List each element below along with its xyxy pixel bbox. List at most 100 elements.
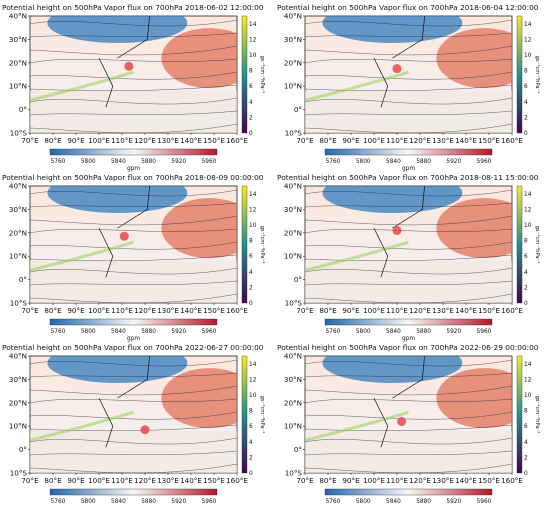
panel-title: Potential height on 500hPa Vapor flux on… [277,173,539,182]
flux-colorbar [516,15,523,134]
streamline [30,84,237,92]
lon-tick-label: 140°E [180,476,202,485]
lat-tick-label: 40°N [284,352,302,361]
streamlines [30,359,237,473]
lon-tick-label: 130°E [432,476,454,485]
flux-colorbar-tick: 12 [524,377,532,383]
height-colorbar-tick: 5880 [416,329,431,335]
lon-tick-label: 110°E [111,136,133,145]
flux-colorbar-tick: 12 [249,377,257,383]
flux-colorbar [241,355,248,474]
streamline [30,45,237,56]
flux-colorbar-tick: 8 [249,409,253,415]
lat-tick-label: 0° [294,445,302,454]
flux-colorbar-label: gs⁻¹cm⁻¹hPa⁻¹ [534,396,540,434]
panel-4: Potential height on 500hPa Vapor flux on… [277,173,540,342]
lon-tick-label: 120°E [409,136,431,145]
flux-colorbar [516,185,523,304]
flux-colorbar-tick: 4 [524,440,528,446]
flux-colorbar-tick: 0 [249,131,253,137]
lon-tick-label: 100°E [88,476,110,485]
panel-title: Potential height on 500hPa Vapor flux on… [277,3,539,12]
streamline [30,398,237,404]
streamline [30,110,237,116]
lat-tick-label: 10°N [9,252,27,261]
streamline [30,97,237,105]
lat-tick-label: 20°N [284,228,302,237]
lat-tick-label: 40°N [284,182,302,191]
lon-tick-label: 100°E [88,306,110,315]
lat-tick-label: 10°N [9,422,27,431]
streamline [305,293,512,303]
flux-colorbar [516,355,523,474]
lon-tick-label: 160°E [501,306,523,315]
height-colorbar-tick: 5840 [386,329,401,335]
panel-title: Potential height on 500hPa Vapor flux on… [277,343,539,352]
lat-tick-label: 40°N [284,12,302,21]
lon-tick-label: 160°E [501,476,523,485]
lon-tick-label: 80°E [319,476,337,485]
lat-tick-label: 0° [294,275,302,284]
lon-tick-label: 140°E [455,306,477,315]
streamlines [30,189,237,303]
streamline [30,71,237,80]
height-field [305,16,512,133]
height-colorbar-tick: 5960 [202,329,217,335]
lon-tick-label: 160°E [501,136,523,145]
streamlines [30,19,237,133]
lat-tick-label: 30°N [9,205,27,214]
lon-tick-label: 120°E [409,476,431,485]
flux-colorbar-tick: 10 [249,53,257,59]
lon-tick-label: 100°E [88,136,110,145]
flux-colorbar-tick: 14 [249,362,257,368]
streamline [30,32,237,38]
flux-colorbar-label: gs⁻¹cm⁻¹hPa⁻¹ [259,226,265,264]
height-colorbar [324,318,493,326]
height-colorbar [324,488,493,496]
flux-colorbar-tick: 4 [249,440,253,446]
streamline [305,97,512,105]
streamline [305,123,512,133]
low-height-region [322,16,463,44]
lon-tick-label: 90°E [342,136,360,145]
lon-tick-label: 90°E [342,476,360,485]
panel-5: Potential height on 500hPa Vapor flux on… [2,343,265,510]
height-colorbar-tick: 5920 [171,499,186,505]
tropical-band [305,430,512,473]
flux-colorbar-tick: 14 [524,362,532,368]
streamline [305,19,512,27]
low-height-region [47,356,188,384]
streamline [305,424,512,432]
height-colorbar-tick: 5800 [81,499,96,505]
low-height-region [322,186,463,214]
streamline [30,241,237,250]
panel-title: Potential height on 500hPa Vapor flux on… [2,343,264,352]
flux-colorbar-tick: 0 [524,301,528,307]
lat-tick-label: 10°S [10,129,28,138]
height-colorbar-tick: 5840 [111,159,126,165]
lon-tick-label: 160°E [226,136,248,145]
height-colorbar-tick: 5960 [477,159,492,165]
height-colorbar-tick: 5800 [81,159,96,165]
lat-tick-label: 0° [19,105,27,114]
lon-tick-label: 80°E [44,306,62,315]
streamline [305,372,512,378]
height-field [30,356,237,473]
vapor-flux-band [30,240,134,272]
flux-colorbar-label: gs⁻¹cm⁻¹hPa⁻¹ [259,396,265,434]
streamline [30,254,237,262]
flux-colorbar-label: gs⁻¹cm⁻¹hPa⁻¹ [534,56,540,94]
vapor-flux-band [305,410,409,442]
high-height-region [436,28,512,89]
lon-tick-label: 110°E [111,306,133,315]
height-colorbar-label: gpm [402,336,415,342]
streamline [305,254,512,262]
lat-tick-label: 30°N [284,205,302,214]
high-height-region [161,368,237,429]
lat-tick-label: 10°S [285,129,303,138]
lon-tick-label: 100°E [363,476,385,485]
height-colorbar-tick: 5840 [386,499,401,505]
streamline [30,228,237,234]
lat-tick-label: 10°N [284,252,302,261]
